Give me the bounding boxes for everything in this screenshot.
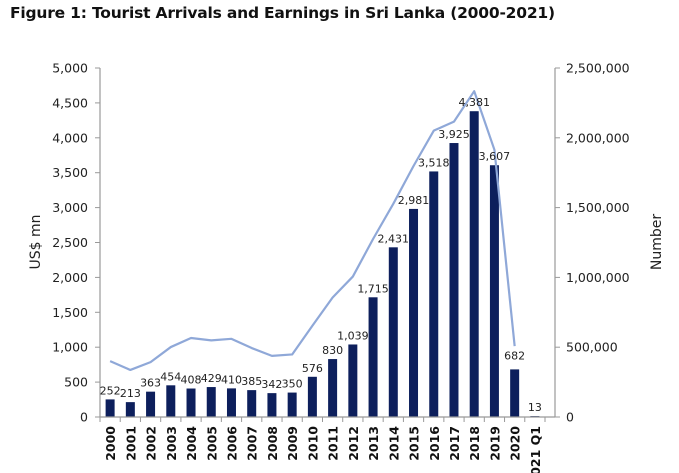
x-tick-label: 2020 (508, 426, 523, 461)
right-tick-label: 2,000,000 (566, 130, 630, 145)
left-axis-title: US$ mn (28, 214, 44, 269)
bar-value-label: 3,518 (418, 156, 450, 169)
x-tick-label: 2017 (447, 426, 462, 461)
bar (226, 388, 236, 417)
left-tick-label: 0 (80, 410, 88, 425)
bar-value-label: 454 (160, 370, 181, 383)
bar-value-label: 213 (120, 387, 141, 400)
x-tick-label: 2018 (467, 426, 482, 461)
left-tick-label: 4,000 (52, 130, 88, 145)
right-axis-title: Number (649, 214, 665, 270)
bar (166, 385, 176, 417)
x-tick-label: 2016 (427, 426, 442, 461)
bar (267, 393, 277, 417)
bar-value-label: 252 (100, 384, 121, 397)
left-tick-label: 500 (64, 375, 88, 390)
line-series (109, 90, 516, 372)
left-y-axis: 0 500 1,000 1,500 2,000 2,500 3,000 3,500 4,000 4… (52, 61, 101, 425)
right-tick-label: 1,500,000 (566, 200, 630, 215)
bar-value-label: 13 (528, 401, 542, 414)
x-tick-label: 2003 (164, 426, 179, 461)
bar-value-label: 408 (181, 374, 202, 387)
x-tick-label: 2006 (224, 426, 239, 461)
bar (489, 165, 499, 417)
left-tick-label: 3,000 (52, 200, 88, 215)
bar-value-label: 1,039 (337, 329, 369, 342)
left-tick-label: 5,000 (52, 61, 88, 76)
bar (328, 359, 338, 417)
bar (125, 402, 135, 417)
x-tick-label: 2007 (245, 426, 260, 461)
bar-value-label: 4,381 (458, 96, 490, 109)
x-tick-label: 2005 (204, 426, 219, 461)
right-tick-label: 2,500,000 (566, 61, 630, 76)
x-axis: 2000 2001 2002 2003 2004 2005 2006 2007 2008 2009… (99, 416, 555, 473)
x-tick-label: 2001 (123, 426, 138, 461)
bar (307, 376, 317, 417)
x-tick-label: 2021 Q1 (528, 426, 543, 473)
x-tick-label: 2011 (326, 426, 341, 461)
bar-value-label: 385 (241, 375, 262, 388)
bar-value-label: 3,607 (479, 150, 511, 163)
left-tick-label: 1,500 (52, 305, 88, 320)
x-tick-label: 2009 (285, 426, 300, 461)
bar (105, 399, 115, 417)
left-tick-label: 3,500 (52, 165, 88, 180)
bar (449, 143, 459, 417)
x-tick-label: 2000 (103, 426, 118, 461)
x-tick-label: 2010 (305, 426, 320, 461)
bar (368, 297, 378, 417)
chart-title: Figure 1: Tourist Arrivals and Earnings … (10, 4, 555, 22)
bar-value-label: 2,431 (378, 232, 410, 245)
bar (429, 171, 439, 417)
bar (388, 247, 398, 417)
x-tick-label: 2008 (265, 426, 280, 461)
left-tick-label: 2,000 (52, 270, 88, 285)
x-tick-label: 2013 (366, 426, 381, 461)
bar-value-label: 830 (322, 344, 343, 357)
bar-value-label: 576 (302, 362, 323, 375)
right-tick-label: 0 (566, 410, 574, 425)
x-tick-label: 2012 (346, 426, 361, 461)
x-tick-label: 2004 (184, 426, 199, 461)
left-tick-label: 2,500 (52, 235, 88, 250)
bar (186, 388, 196, 417)
x-tick-label: 2014 (386, 426, 401, 461)
bar-value-label: 410 (221, 373, 242, 386)
right-y-axis: 0 500,000 1,000,000 1,500,000 2,000,000 2,500… (554, 61, 630, 425)
bar-value-label: 350 (282, 378, 303, 391)
bar (247, 390, 257, 417)
left-tick-label: 1,000 (52, 340, 88, 355)
bar-value-label: 2,981 (398, 194, 430, 207)
bar (510, 369, 520, 417)
bar (348, 344, 358, 417)
bar-value-label: 682 (504, 349, 525, 362)
bar-value-label: 429 (201, 372, 222, 385)
bar-value-label: 1,715 (357, 282, 389, 295)
x-tick-label: 2019 (487, 426, 502, 461)
bar (146, 391, 156, 417)
bar-value-label: 363 (140, 377, 161, 390)
bar-value-label: 3,925 (438, 128, 470, 141)
right-tick-label: 500,000 (566, 340, 618, 355)
bar-value-label: 342 (261, 378, 282, 391)
bar-series (105, 111, 540, 417)
x-tick-label: 2015 (407, 426, 422, 461)
bar (409, 208, 419, 417)
bar (469, 111, 479, 417)
right-tick-label: 1,000,000 (566, 270, 630, 285)
bar (206, 387, 216, 417)
bar (287, 392, 297, 417)
left-tick-label: 4,500 (52, 95, 88, 110)
x-tick-label: 2002 (144, 426, 159, 461)
